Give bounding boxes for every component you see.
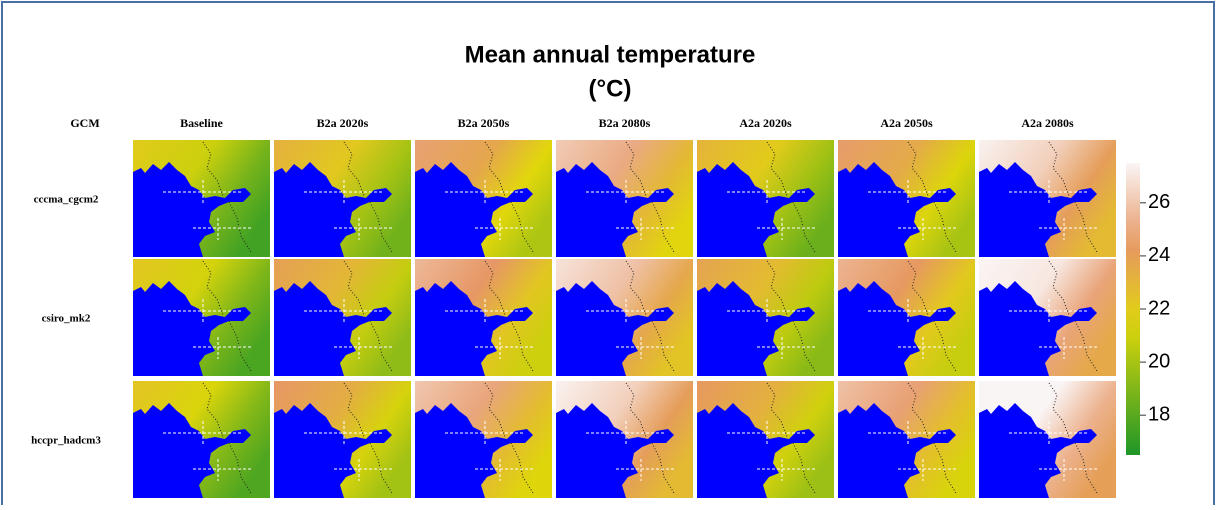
- map-panel: [838, 140, 975, 257]
- figure: Mean annual temperature (°C) GCM 18 20 22 2…: [0, 0, 1217, 505]
- column-header: A2a 2020s: [739, 116, 792, 130]
- map-panel: [697, 259, 834, 376]
- map-panel: [274, 140, 411, 257]
- column-header: B2a 2080s: [599, 116, 651, 130]
- map-panel: [556, 381, 693, 498]
- map-panel: [697, 381, 834, 498]
- map-panel: [979, 140, 1116, 257]
- column-header: Baseline: [180, 116, 223, 130]
- colorbar: [1126, 163, 1140, 455]
- column-header: A2a 2050s: [880, 116, 933, 130]
- colorbar-tick-label: 26: [1148, 191, 1170, 213]
- map-panel: [556, 259, 693, 376]
- map-panel: [697, 140, 834, 257]
- colorbar-tick-label: 24: [1148, 244, 1170, 266]
- row-header: GCM: [70, 116, 99, 130]
- subtitle: (°C): [589, 75, 632, 102]
- map-panel: [133, 381, 270, 498]
- map-panel: [838, 381, 975, 498]
- map-panel: [979, 381, 1116, 498]
- map-panel: [415, 259, 552, 376]
- map-panel: [556, 140, 693, 257]
- colorbar-tick-label: 18: [1148, 403, 1170, 425]
- map-panel: [133, 140, 270, 257]
- map-panel: [415, 381, 552, 498]
- map-panel: [133, 259, 270, 376]
- map-panel: [979, 259, 1116, 376]
- map-panel: [274, 381, 411, 498]
- map-panel: [415, 140, 552, 257]
- row-label: cccma_cgcm2: [34, 194, 99, 206]
- title: Mean annual temperature: [465, 41, 756, 68]
- colorbar-tick-label: 22: [1148, 297, 1170, 319]
- colorbar-tick-label: 20: [1148, 350, 1170, 372]
- map-panel: [838, 259, 975, 376]
- row-label: csiro_mk2: [42, 313, 91, 325]
- column-header: B2a 2020s: [317, 116, 369, 130]
- map-panel: [274, 259, 411, 376]
- column-header: A2a 2080s: [1021, 116, 1074, 130]
- column-header: B2a 2050s: [458, 116, 510, 130]
- row-label: hccpr_hadcm3: [31, 435, 101, 447]
